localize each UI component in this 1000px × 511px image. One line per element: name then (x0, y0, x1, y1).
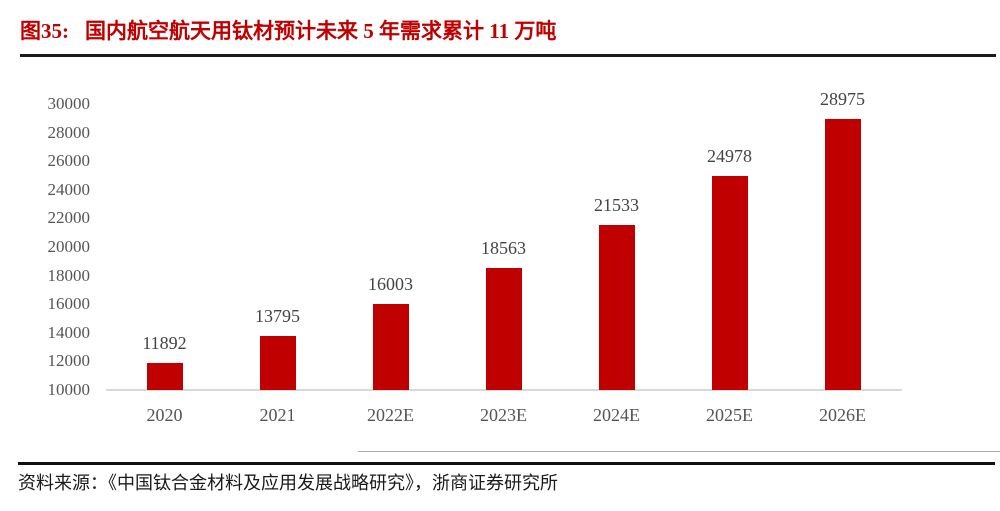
y-axis-tick-label: 24000 (47, 179, 91, 199)
bar-2026E (824, 118, 861, 390)
bar-value-label-2021: 13795 (255, 305, 300, 326)
y-axis-tick-label: 10000 (47, 380, 91, 399)
bar-2021 (259, 335, 296, 390)
figure-title: 国内航空航天用钛材预计未来 5 年需求累计 11 万吨 (85, 19, 557, 43)
source-divider-rule (18, 462, 995, 465)
bar-value-label-2026E: 28975 (820, 88, 865, 109)
y-axis-tick-label: 12000 (47, 351, 91, 371)
x-axis-label-2021: 2021 (259, 405, 296, 425)
bar-2025E (711, 175, 748, 390)
bar-value-label-2025E: 24978 (707, 145, 752, 166)
y-axis-tick-label: 26000 (47, 151, 91, 171)
y-axis-tick-label: 20000 (47, 237, 91, 256)
y-axis-tick-label: 14000 (47, 322, 91, 342)
x-axis-label-2025E: 2025E (706, 405, 753, 425)
x-axis-label-2026E: 2026E (819, 405, 866, 425)
x-axis-label-2022E: 2022E (367, 405, 414, 425)
bar-2024E (598, 225, 635, 390)
title-divider-rule (20, 54, 996, 57)
source-note: 资料来源：《中国钛合金材料及应用发展战略研究》，浙商证券研究所 (18, 473, 558, 493)
bar-value-label-2020: 11892 (142, 332, 187, 353)
y-axis-tick-label: 28000 (47, 122, 91, 142)
figure-title-row: 图35: 国内航空航天用钛材预计未来 5 年需求累计 11 万吨 (20, 16, 556, 46)
y-axis-tick-label: 18000 (47, 265, 91, 285)
y-axis-tick-label: 30000 (47, 94, 91, 113)
x-axis-label-2024E: 2024E (593, 405, 640, 425)
bar-value-label-2023E: 18563 (481, 237, 526, 258)
bar-value-label-2024E: 21533 (594, 195, 639, 216)
bar-2020 (146, 362, 183, 390)
x-axis-baseline (106, 389, 902, 391)
thin-border-line (358, 451, 1000, 452)
bar-chart: 30000 28000 26000 24000 22000 20000 18000 16000… (0, 60, 1000, 430)
bar-2023E (485, 267, 522, 390)
y-axis-tick-label: 22000 (47, 208, 91, 228)
figure-number-label: 图35: (20, 19, 69, 43)
x-axis-label-2020: 2020 (146, 405, 183, 425)
bar-2022E (372, 304, 409, 390)
y-axis-tick-label: 16000 (47, 294, 91, 314)
bar-value-label-2022E: 16003 (368, 274, 413, 295)
x-axis-label-2023E: 2023E (480, 405, 527, 425)
